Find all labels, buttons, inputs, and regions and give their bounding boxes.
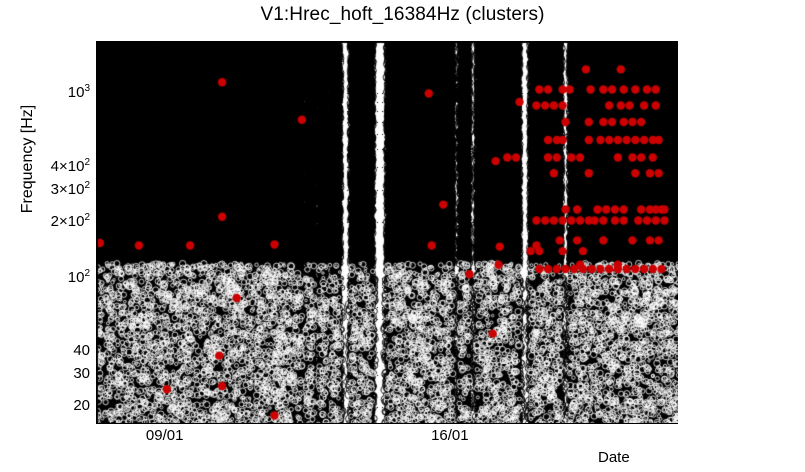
plot-frame: [96, 41, 678, 424]
y-tick-label: 2×102: [50, 212, 90, 231]
y-tick-label: 20: [73, 397, 90, 415]
y-tick-label: 3×102: [50, 179, 90, 198]
scatter-plot-canvas: [97, 42, 678, 423]
y-tick-label: 103: [67, 83, 90, 102]
x-tick-label: 09/01: [145, 427, 184, 444]
x-axis-title: Date: [598, 449, 630, 466]
page-title: V1:Hrec_hoft_16384Hz (clusters): [260, 4, 545, 25]
y-tick-label: 102: [67, 268, 90, 287]
y-tick-label: 30: [73, 364, 90, 382]
x-tick-label: 16/01: [431, 427, 469, 444]
y-tick-label: 4×102: [50, 156, 90, 175]
y-tick-label: 40: [73, 341, 90, 359]
